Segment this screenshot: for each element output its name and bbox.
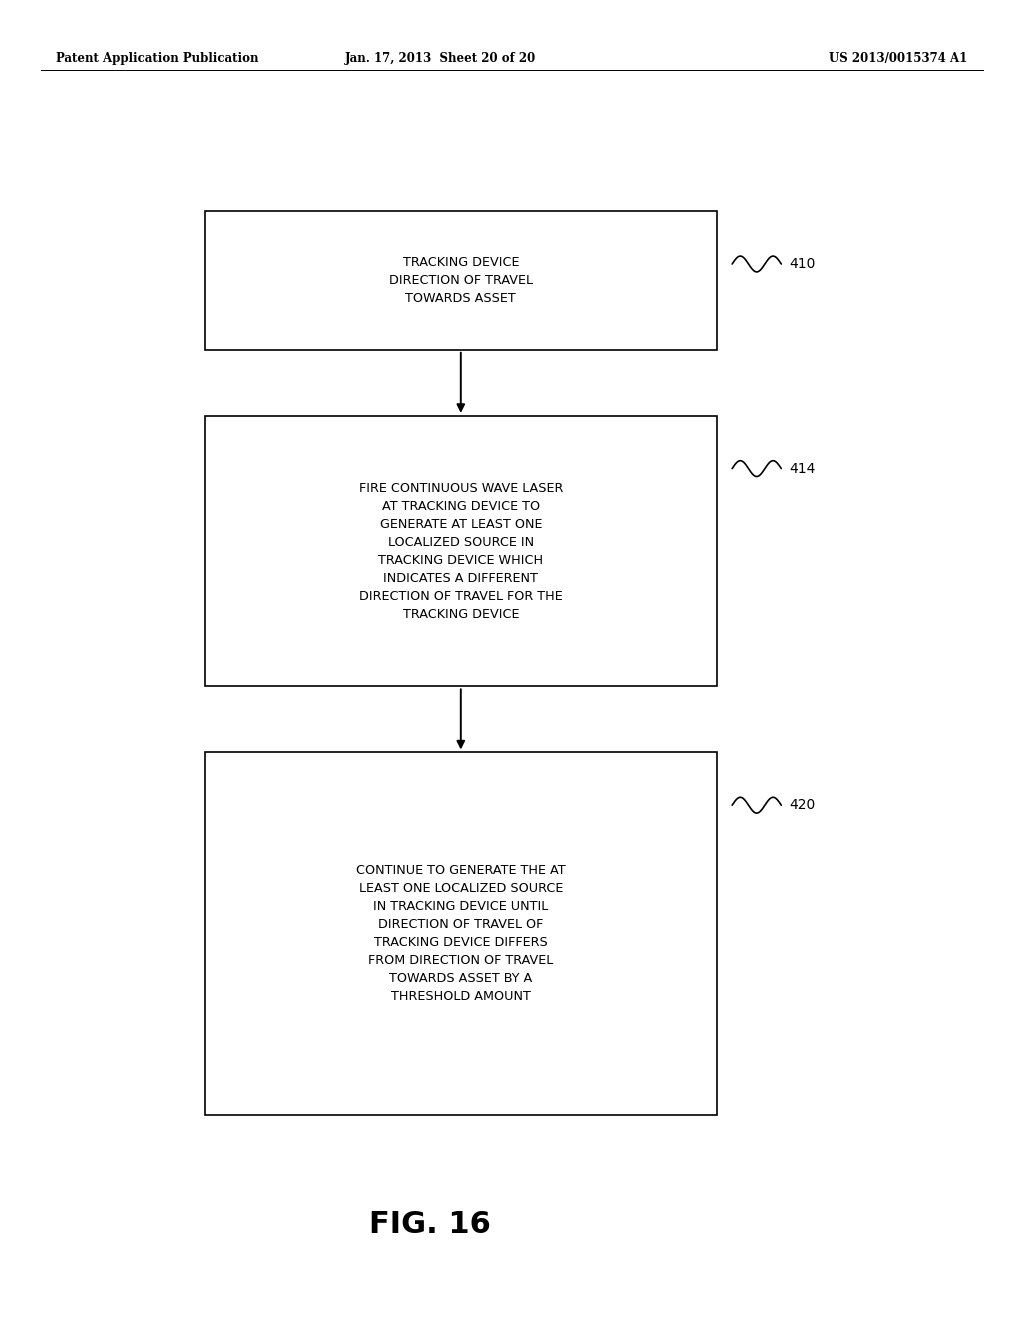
Text: 410: 410	[790, 257, 816, 271]
Bar	[205, 211, 717, 350]
Text: TRACKING DEVICE
DIRECTION OF TRAVEL
TOWARDS ASSET: TRACKING DEVICE DIRECTION OF TRAVEL TOWA…	[389, 256, 532, 305]
Text: Patent Application Publication: Patent Application Publication	[56, 51, 259, 65]
Text: Jan. 17, 2013  Sheet 20 of 20: Jan. 17, 2013 Sheet 20 of 20	[345, 51, 536, 65]
Text: CONTINUE TO GENERATE THE AT
LEAST ONE LOCALIZED SOURCE
IN TRACKING DEVICE UNTIL
: CONTINUE TO GENERATE THE AT LEAST ONE LO…	[356, 865, 565, 1003]
Text: 414: 414	[790, 462, 816, 475]
Bar	[205, 752, 717, 1115]
Text: FIRE CONTINUOUS WAVE LASER
AT TRACKING DEVICE TO
GENERATE AT LEAST ONE
LOCALIZED: FIRE CONTINUOUS WAVE LASER AT TRACKING D…	[358, 482, 563, 620]
Text: FIG. 16: FIG. 16	[369, 1210, 492, 1239]
Text: 420: 420	[790, 799, 816, 812]
Bar	[205, 416, 717, 686]
Text: US 2013/0015374 A1: US 2013/0015374 A1	[829, 51, 968, 65]
